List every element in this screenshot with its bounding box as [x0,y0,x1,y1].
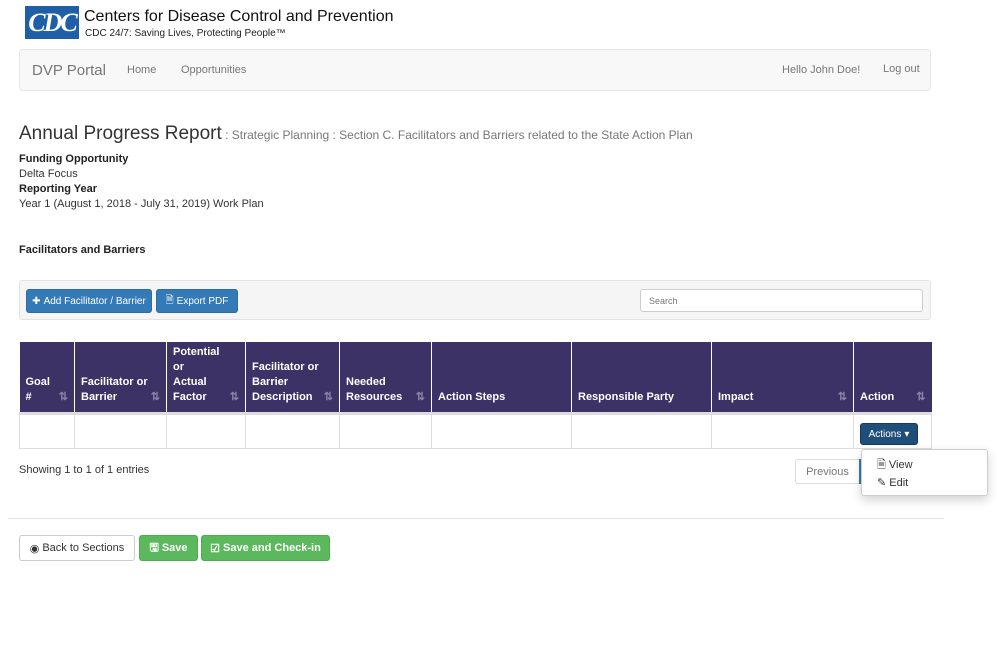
actions-menu: 🗎 View ✎ Edit [861,449,988,496]
subtitle: : Strategic Planning : Section C. Facili… [221,128,693,142]
actions-label: Actions [868,428,902,440]
add-label: Add Facilitator / Barrier [43,295,146,307]
brand-link[interactable]: DVP Portal [32,62,106,79]
year-label: Reporting Year [19,183,98,195]
column-header[interactable]: Needed Resources ⇅ [339,342,432,415]
checkin-label: Save and Check-in [223,542,321,554]
circle-arrow-left-icon: ◉ [29,542,40,555]
back-label: Back to Sections [42,542,125,554]
column-header[interactable]: Facilitator or Barrier Description ⇅ [245,342,340,415]
previous-button[interactable]: Previous [795,459,860,484]
nav-home[interactable]: Home [127,64,157,76]
sort-icon[interactable]: ⇅ [323,390,333,403]
greeting: Hello John Doe! [782,64,861,76]
funding-value: Delta Focus [19,168,78,180]
column-label: Needed Resources [346,375,403,403]
sort-icon[interactable]: ⇅ [150,390,160,403]
add-facilitator-button[interactable]: ✚ Add Facilitator / Barrier [26,289,152,313]
column-header[interactable]: Action Steps [431,342,572,415]
plus-icon: ✚ [32,295,41,307]
sort-icon[interactable]: ⇅ [58,390,68,403]
edit-icon: ✎ [877,477,887,489]
column-header[interactable]: Responsible Party [571,342,712,415]
search-input[interactable] [640,289,923,312]
table-row [19,413,932,449]
pdf-icon: 🗎 [165,294,174,306]
column-label: Impact [718,390,754,403]
section-heading: Facilitators and Barriers [19,244,146,256]
file-icon: 🗎 [877,459,886,471]
caret-down-icon: ▾ [904,428,910,440]
sort-icon[interactable]: ⇅ [415,390,425,403]
column-label: Action Steps [438,390,506,403]
view-label: View [888,459,913,471]
actions-dropdown-button[interactable]: Actions ▾ [860,423,918,445]
column-header[interactable]: Goal # ⇅ [19,342,75,415]
export-pdf-button[interactable]: 🗎 Export PDF [156,289,238,313]
back-to-sections-button[interactable]: ◉ Back to Sections [19,535,135,561]
save-checkin-button[interactable]: ☑ Save and Check-in [201,535,330,561]
edit-label: Edit [889,477,909,489]
column-label: Facilitator or Barrier Description [252,360,319,403]
navbar: DVP Portal Home Opportunities Hello John… [19,49,931,91]
title: Annual Progress Report [19,123,222,144]
table-info: Showing 1 to 1 of 1 entries [19,464,150,476]
cdc-logo: CDC [25,6,79,39]
toolbar: ✚ Add Facilitator / Barrier 🗎 Export PDF [19,280,931,320]
org-name: Centers for Disease Control and Preventi… [84,8,394,25]
column-label: Action [860,390,895,403]
facilitators-table: Goal # ⇅ Facilitator or Barrier ⇅ Potential … [19,342,932,449]
page-title: Annual Progress Report : Strategic Plann… [19,123,693,145]
save-label: Save [161,542,188,554]
column-label: Responsible Party [578,390,674,403]
column-header[interactable]: Impact ⇅ [711,342,854,415]
save-button[interactable]: 🖫 Save [139,535,198,561]
funding-label: Funding Opportunity [19,153,129,165]
floppy-icon: 🖫 [149,541,159,554]
nav-opportunities[interactable]: Opportunities [181,64,247,76]
sort-icon[interactable]: ⇅ [229,390,239,403]
divider [8,518,944,519]
sort-icon[interactable]: ⇅ [916,390,926,403]
column-label: Facilitator or Barrier [81,375,148,403]
logout-link[interactable]: Log out [883,63,920,75]
menu-item-edit[interactable]: ✎ Edit [877,476,908,489]
column-header[interactable]: Potential or Actual Factor ⇅ [166,342,246,415]
tagline: CDC 24/7: Saving Lives, Protecting Peopl… [85,28,286,39]
sort-icon[interactable]: ⇅ [837,390,847,403]
menu-item-view[interactable]: 🗎 View [877,456,913,475]
year-value: Year 1 (August 1, 2018 - July 31, 2019) … [19,198,264,210]
check-square-icon: ☑ [210,542,221,555]
column-header[interactable]: Facilitator or Barrier ⇅ [74,342,167,415]
column-header[interactable]: Action ⇅ [853,342,932,415]
export-label: Export PDF [176,295,229,307]
column-label: Goal # [25,375,50,403]
column-label: Potential or Actual Factor [173,345,220,403]
